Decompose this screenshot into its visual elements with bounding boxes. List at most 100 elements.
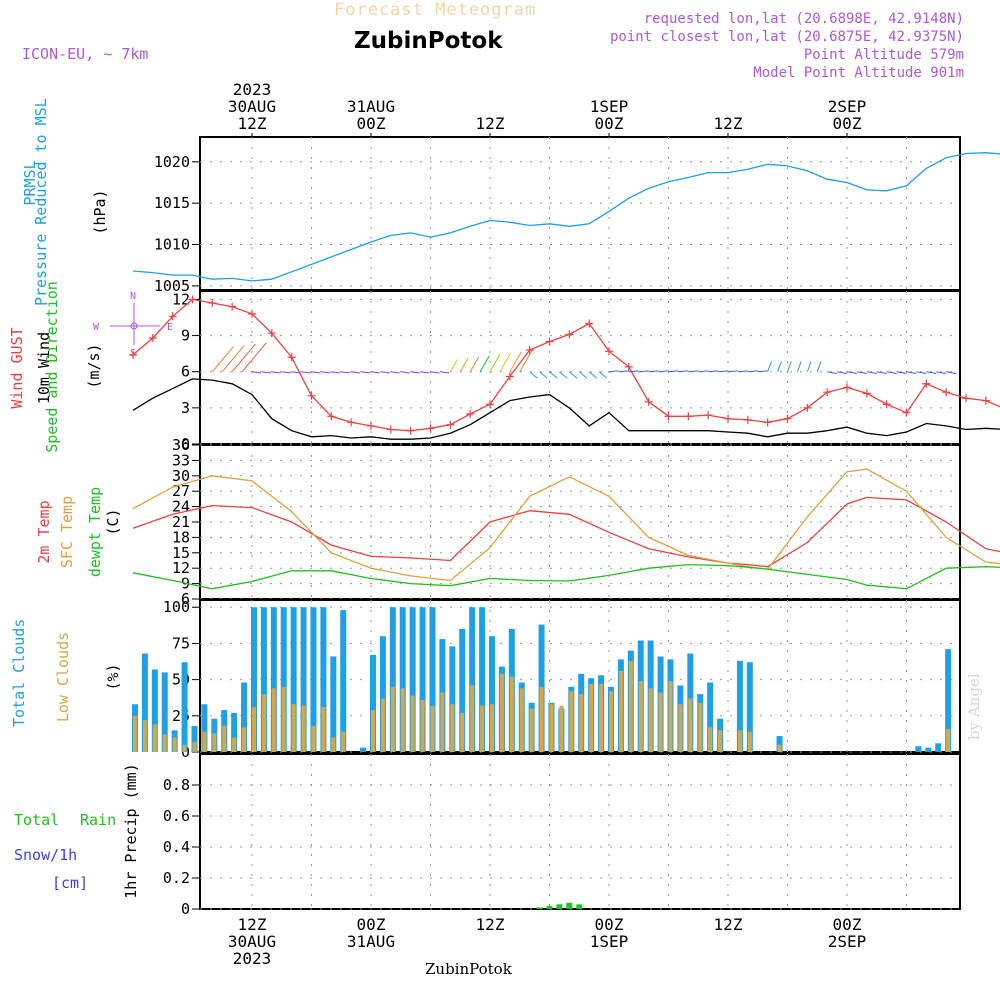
bottom-time-label: 1SEP bbox=[590, 932, 629, 951]
low-cloud-bar bbox=[420, 699, 425, 752]
low-cloud-bar bbox=[212, 733, 217, 752]
wind-arrow bbox=[618, 370, 629, 373]
wind-arrow bbox=[459, 358, 469, 372]
gust-marker bbox=[981, 396, 990, 405]
low-cloud-bar bbox=[132, 715, 137, 752]
wind-arrow bbox=[440, 371, 450, 374]
compass-w-label: W bbox=[93, 322, 100, 333]
low-cloud-bar bbox=[678, 704, 683, 752]
y-tick-label-2: 15 bbox=[172, 544, 190, 562]
top-time-label: 00Z bbox=[833, 114, 862, 133]
gust-marker bbox=[168, 312, 177, 321]
low-cloud-bar bbox=[460, 712, 465, 752]
wind-arrow bbox=[301, 371, 311, 374]
low-cloud-bar bbox=[499, 673, 504, 752]
low-cloud-bar bbox=[539, 686, 544, 752]
wind-arrow bbox=[926, 371, 937, 374]
top-time-label: 2023 bbox=[233, 80, 272, 99]
low-cloud-bar bbox=[698, 702, 703, 752]
wind-arrow bbox=[588, 371, 598, 379]
wind-arrow bbox=[698, 370, 709, 373]
wind-arrow bbox=[341, 371, 351, 374]
top-time-label: 12Z bbox=[476, 114, 505, 133]
wind-arrow bbox=[608, 370, 620, 373]
gust-marker bbox=[644, 397, 653, 406]
gust-marker bbox=[763, 418, 772, 427]
low-cloud-bar bbox=[380, 698, 385, 752]
low-cloud-bar bbox=[618, 670, 623, 752]
total-cloud-bar bbox=[161, 672, 168, 752]
gust-marker bbox=[664, 412, 673, 421]
gust-marker bbox=[327, 412, 336, 421]
y-tick-label-2: 36 bbox=[172, 436, 190, 454]
wind-arrow bbox=[946, 371, 957, 374]
y-tick-label-0: 1015 bbox=[154, 194, 190, 212]
y-tick-label-2: 18 bbox=[172, 528, 190, 546]
wind-arrow bbox=[767, 361, 772, 372]
gust-marker bbox=[743, 415, 752, 424]
total-cloud-bar bbox=[419, 607, 426, 752]
gust-marker bbox=[545, 337, 554, 346]
wind-arrow bbox=[648, 370, 659, 373]
location-title: ZubinPotok bbox=[354, 28, 503, 54]
gust-marker bbox=[565, 330, 574, 339]
low-cloud-bar bbox=[688, 698, 693, 752]
panel-frame-4 bbox=[199, 753, 961, 910]
low-cloud-bar bbox=[192, 741, 197, 752]
gust-marker bbox=[208, 299, 217, 308]
wind-arrow bbox=[380, 371, 390, 374]
wind-arrow bbox=[846, 371, 857, 374]
low-cloud-bar bbox=[946, 728, 951, 752]
wind-arrow bbox=[569, 371, 578, 379]
y-tick-label-4: 0.2 bbox=[163, 869, 190, 887]
gust-marker bbox=[228, 302, 237, 311]
top-time-label: 12Z bbox=[714, 114, 743, 133]
wind10-line bbox=[132, 378, 1000, 440]
total-cloud-bar bbox=[231, 712, 238, 752]
low-cloud-bar bbox=[311, 725, 316, 752]
total-cloud-bar bbox=[429, 607, 436, 752]
gust-marker bbox=[188, 295, 197, 304]
model-altitude: Model Point Altitude 901m bbox=[753, 65, 964, 81]
gust-marker bbox=[803, 403, 812, 412]
low-cloud-bar bbox=[450, 704, 455, 752]
rain-bar bbox=[566, 902, 573, 909]
bottom-time-label: 00Z bbox=[595, 915, 624, 934]
model-label: ICON-EU, ~ 7km bbox=[22, 45, 149, 63]
compass-n-label: N bbox=[130, 291, 136, 302]
closest-coords: point closest lon,lat (20.6875E, 42.9375… bbox=[609, 29, 964, 45]
wind-arrow bbox=[708, 370, 719, 373]
low-cloud-bar bbox=[281, 686, 286, 752]
total-cloud-bar bbox=[389, 607, 396, 752]
low-cloud-bar bbox=[152, 724, 157, 752]
panel-frame-0 bbox=[199, 136, 961, 291]
wind-arrow bbox=[866, 371, 877, 374]
y-tick-label-3: 75 bbox=[172, 634, 190, 652]
bottom-time-label: 00Z bbox=[833, 915, 862, 934]
bottom-time-label: 12Z bbox=[238, 915, 267, 934]
total-cloud-bar bbox=[360, 747, 367, 752]
total-cloud-bar bbox=[300, 607, 307, 752]
wind-arrow bbox=[420, 371, 430, 374]
wind-arrow bbox=[916, 371, 927, 374]
gust-marker bbox=[902, 408, 911, 417]
gust-marker bbox=[882, 400, 891, 409]
compass-rose: N S W E bbox=[93, 291, 173, 359]
wind-arrow bbox=[727, 370, 739, 373]
total-cloud-bar bbox=[479, 607, 486, 752]
gust-marker bbox=[843, 383, 851, 392]
y-tick-label-3: 100 bbox=[163, 598, 190, 616]
wind-arrow bbox=[876, 371, 887, 374]
wind-arrow bbox=[836, 371, 848, 374]
y-tick-label-4: 0 bbox=[181, 900, 190, 918]
gust-marker bbox=[525, 346, 534, 355]
total-cloud-bar bbox=[151, 669, 158, 752]
low-cloud-bar bbox=[410, 695, 415, 752]
rain-bar bbox=[536, 907, 543, 909]
y-tick-label-0: 1010 bbox=[154, 236, 190, 254]
wind-arrow bbox=[827, 371, 838, 374]
wind-arrow bbox=[737, 370, 748, 373]
wind-arrow bbox=[519, 350, 533, 372]
wind-arrow bbox=[499, 352, 512, 372]
